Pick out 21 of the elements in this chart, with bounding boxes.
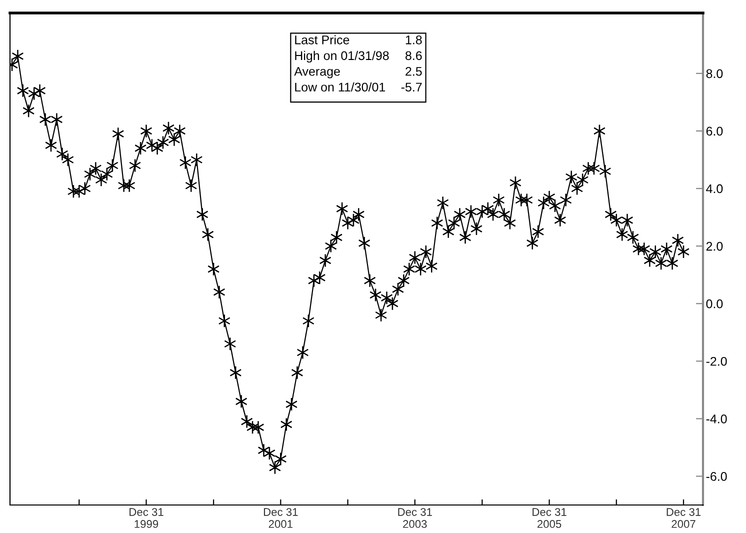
- annotation: Last Price: [295, 35, 350, 44]
- y-tick-label: 6.0: [706, 126, 723, 136]
- y-tick-label: -6.0: [706, 472, 727, 481]
- x-tick-label: Dec 31 2007: [666, 508, 701, 528]
- annotation: 1.8: [406, 35, 422, 44]
- x-tick-label: Dec 31 2003: [398, 508, 432, 528]
- y-tick-label: 4.0: [706, 184, 723, 194]
- annotation: 8.6: [406, 51, 422, 60]
- y-tick-label: 2.0: [706, 242, 723, 251]
- annotation: 2.5: [406, 66, 422, 76]
- y-tick-label: 0.0: [706, 299, 723, 308]
- annotation: -5.7: [401, 82, 422, 92]
- annotation: Low on 11/30/01: [295, 82, 386, 92]
- x-tick-label: Dec 31 2001: [264, 508, 298, 528]
- y-tick-label: -2.0: [706, 356, 727, 366]
- annotation: High on 01/31/98: [295, 50, 389, 63]
- y-tick-label: 8.0: [706, 69, 723, 78]
- annotation: Average: [294, 67, 340, 78]
- x-tick-label: Dec 31 1999: [130, 508, 164, 528]
- y-tick-label: -4.0: [706, 414, 727, 424]
- x-tick-label: Dec 31 2005: [532, 508, 566, 528]
